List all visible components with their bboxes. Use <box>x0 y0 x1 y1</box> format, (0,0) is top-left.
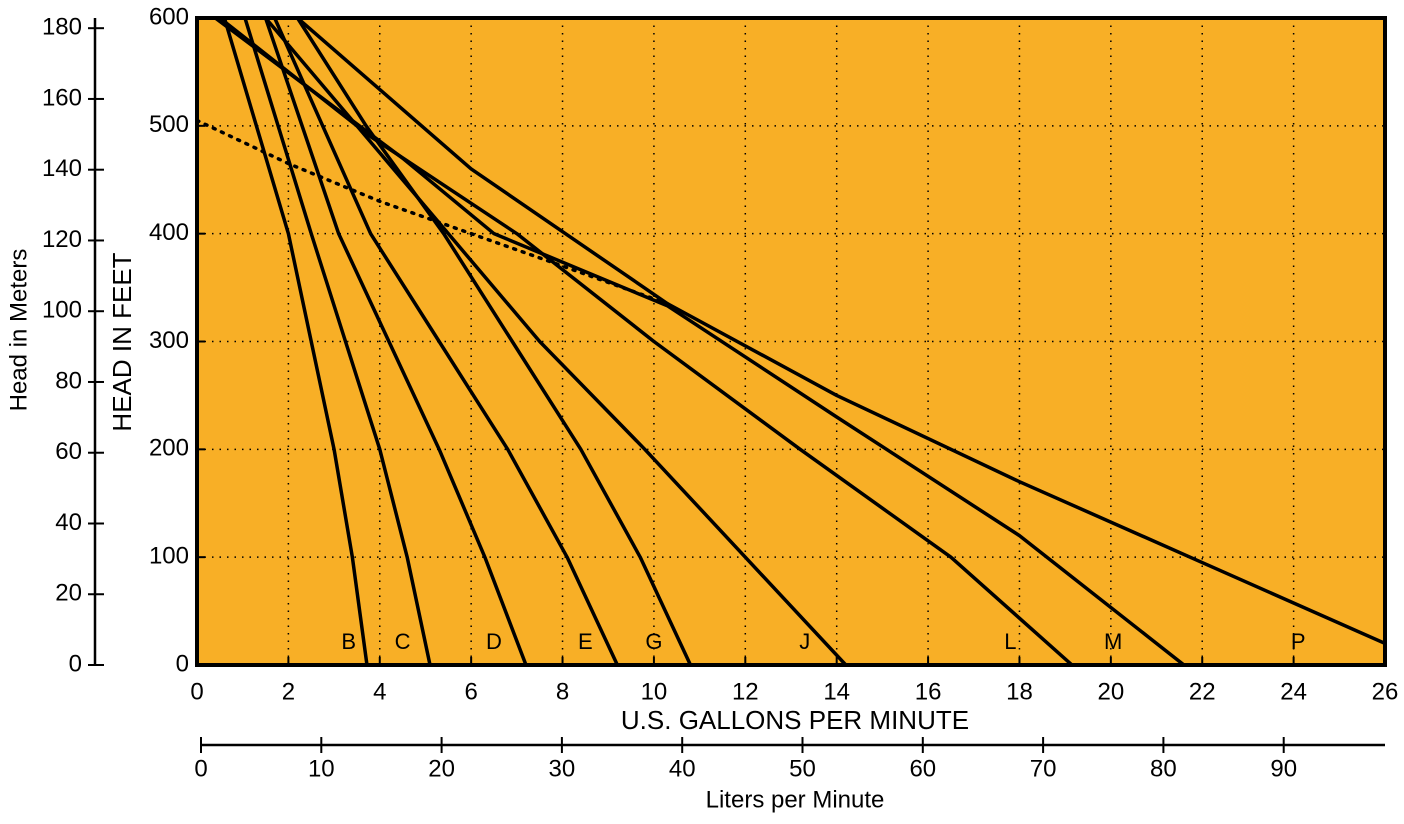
y-tick-label: 0 <box>176 650 189 677</box>
x2-tick-label: 30 <box>549 755 576 782</box>
x2-tick-label: 20 <box>428 755 455 782</box>
x-tick-label: 0 <box>190 678 203 705</box>
x-tick-label: 6 <box>464 678 477 705</box>
x-tick-label: 16 <box>915 678 942 705</box>
x2-tick-label: 60 <box>909 755 936 782</box>
y2-tick-label: 180 <box>42 14 82 41</box>
y-tick-label: 400 <box>149 219 189 246</box>
x-tick-label: 26 <box>1372 678 1399 705</box>
y-tick-label: 500 <box>149 111 189 138</box>
y2-tick-label: 140 <box>42 155 82 182</box>
pump-curve <box>272 18 620 665</box>
series-label: P <box>1291 629 1306 654</box>
x2-tick-label: 40 <box>669 755 696 782</box>
series-label: G <box>645 629 662 654</box>
pump-curve <box>213 18 1186 665</box>
series-label: J <box>799 629 810 654</box>
y2-tick-label: 120 <box>42 226 82 253</box>
x2-tick-label: 70 <box>1030 755 1057 782</box>
x-tick-label: 24 <box>1280 678 1307 705</box>
x-axis-title: U.S. GALLONS PER MINUTE <box>621 705 969 735</box>
y2-tick-label: 100 <box>42 297 82 324</box>
x-tick-label: 10 <box>641 678 668 705</box>
y2-tick-label: 160 <box>42 84 82 111</box>
x-tick-label: 12 <box>732 678 759 705</box>
x2-axis-title: Liters per Minute <box>706 786 885 813</box>
pump-curve <box>295 18 1385 646</box>
series-label: D <box>486 629 502 654</box>
series-label: B <box>341 629 356 654</box>
x-tick-label: 18 <box>1006 678 1033 705</box>
x-tick-label: 8 <box>556 678 569 705</box>
pump-curve <box>295 18 693 665</box>
series-label: M <box>1104 629 1122 654</box>
y2-tick-label: 80 <box>55 367 82 394</box>
x2-tick-label: 50 <box>789 755 816 782</box>
dotted-curve <box>197 118 670 306</box>
x2-tick-label: 80 <box>1150 755 1177 782</box>
x2-tick-label: 90 <box>1270 755 1297 782</box>
series-label: C <box>395 629 411 654</box>
y2-tick-label: 0 <box>69 650 82 677</box>
x2-tick-label: 0 <box>194 755 207 782</box>
pump-curve <box>243 18 432 665</box>
y2-tick-label: 20 <box>55 580 82 607</box>
pump-curve <box>263 18 528 665</box>
x-tick-label: 22 <box>1189 678 1216 705</box>
x-tick-label: 2 <box>282 678 295 705</box>
y2-axis-title: Head in Meters <box>5 249 32 412</box>
y2-tick-label: 40 <box>55 509 82 536</box>
x-tick-label: 4 <box>373 678 386 705</box>
x2-tick-label: 10 <box>308 755 335 782</box>
y2-tick-label: 60 <box>55 438 82 465</box>
y-tick-label: 100 <box>149 543 189 570</box>
pump-curve <box>218 18 1074 665</box>
plot-border <box>195 16 1387 667</box>
pump-curve <box>222 18 369 665</box>
y-tick-label: 200 <box>149 435 189 462</box>
y-axis-title: HEAD IN FEET <box>107 252 137 431</box>
x-tick-label: 20 <box>1097 678 1124 705</box>
x-tick-label: 14 <box>823 678 850 705</box>
series-label: E <box>578 629 593 654</box>
y-tick-label: 300 <box>149 327 189 354</box>
y-tick-label: 600 <box>149 3 189 30</box>
series-label: L <box>1004 629 1016 654</box>
